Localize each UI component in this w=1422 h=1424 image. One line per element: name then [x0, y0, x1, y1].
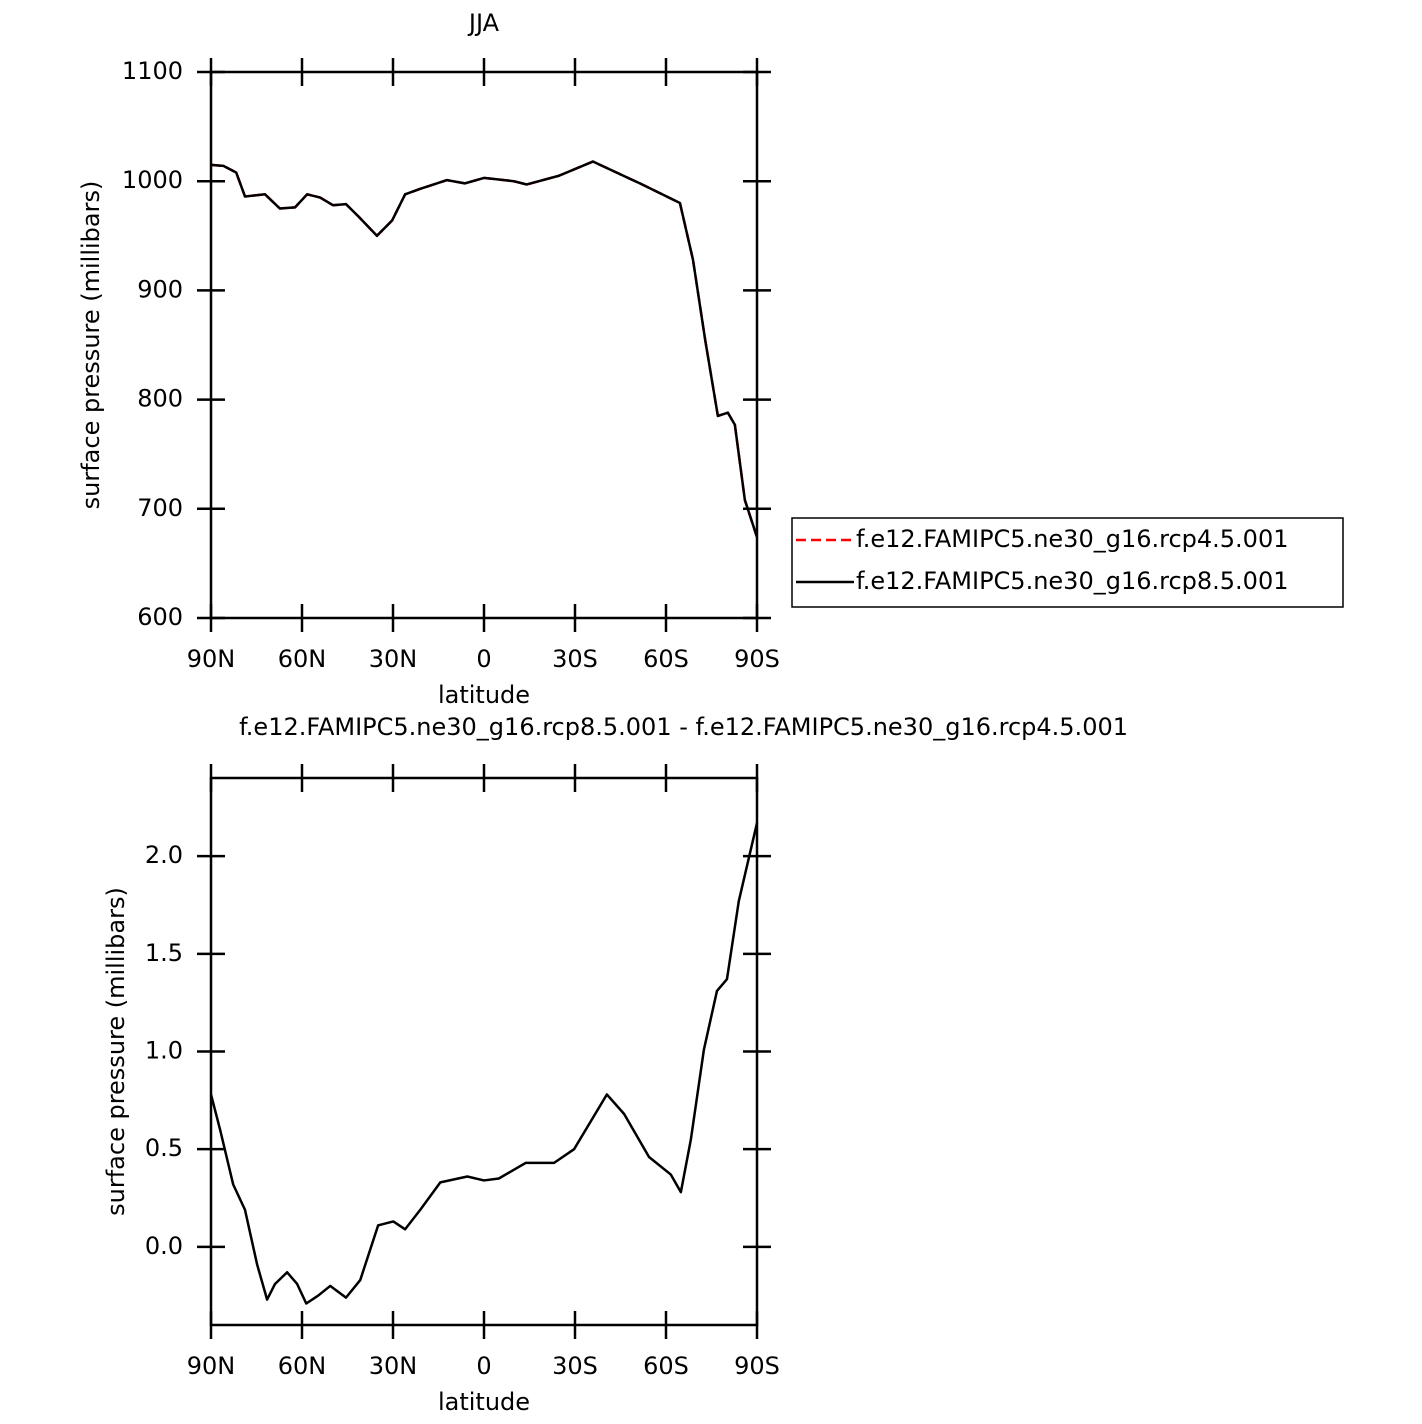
x-axis-label: latitude [438, 1388, 530, 1416]
plot-frame [209, 776, 759, 1327]
x-tick-label: 60N [278, 645, 327, 673]
y-tick-label: 600 [137, 603, 183, 631]
y-tick-label: 700 [137, 494, 183, 522]
chart-title: f.e12.FAMIPC5.ne30_g16.rcp8.5.001 - f.e1… [239, 713, 1128, 741]
x-tick-label: 0 [476, 1352, 491, 1380]
series-line [209, 822, 759, 1305]
y-axis-label: surface pressure (millibars) [102, 887, 130, 1216]
legend-box [791, 517, 1344, 608]
y-axis-label: surface pressure (millibars) [77, 181, 105, 510]
x-tick-label: 30S [552, 1352, 598, 1380]
x-tick-label: 0 [476, 645, 491, 673]
chart-title: JJA [467, 9, 500, 37]
series-line [210, 160, 759, 538]
plot-frame [209, 70, 759, 620]
x-tick-label: 90S [734, 1352, 780, 1380]
x-tick-label: 30N [369, 645, 418, 673]
y-tick-label: 1.5 [145, 939, 183, 967]
x-tick-label: 30N [369, 1352, 418, 1380]
x-tick-label: 60N [278, 1352, 327, 1380]
x-tick-label: 30S [552, 645, 598, 673]
y-tick-label: 1.0 [145, 1037, 183, 1065]
x-axis-label: latitude [438, 681, 530, 709]
y-tick-label: 0.5 [145, 1134, 183, 1162]
legend-label: f.e12.FAMIPC5.ne30_g16.rcp4.5.001 [856, 525, 1289, 553]
legend-label: f.e12.FAMIPC5.ne30_g16.rcp8.5.001 [856, 567, 1289, 595]
x-tick-label: 60S [643, 645, 689, 673]
y-tick-label: 900 [137, 275, 183, 303]
x-tick-label: 90N [187, 1352, 236, 1380]
y-tick-label: 0.0 [145, 1232, 183, 1260]
x-tick-label: 60S [643, 1352, 689, 1380]
y-tick-label: 1100 [122, 57, 183, 85]
series-line [210, 160, 759, 538]
x-tick-label: 90N [187, 645, 236, 673]
y-tick-label: 2.0 [145, 841, 183, 869]
y-tick-label: 800 [137, 385, 183, 413]
y-tick-label: 1000 [122, 166, 183, 194]
x-tick-label: 90S [734, 645, 780, 673]
